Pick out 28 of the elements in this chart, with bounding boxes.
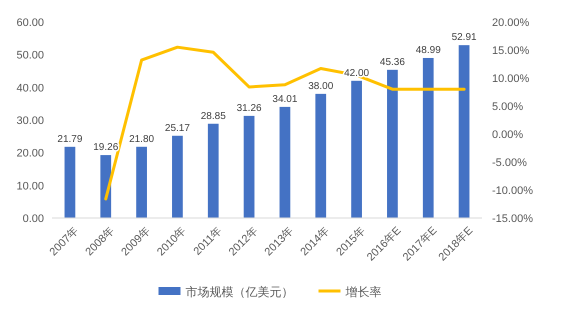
data-label: 21.79 <box>57 134 82 145</box>
data-label: 19.26 <box>93 142 118 154</box>
y2tick: 20.00% <box>492 17 530 29</box>
data-label: 25.17 <box>164 122 190 134</box>
data-label: 31.26 <box>236 102 262 114</box>
y2tick: -10.00% <box>492 185 533 197</box>
ytick: 60.00 <box>16 17 44 29</box>
ytick: 40.00 <box>16 82 44 94</box>
y2tick: 15.00% <box>492 45 530 57</box>
y2tick: -15.00% <box>492 213 533 225</box>
y2tick: 10.00% <box>492 73 530 85</box>
y2tick: -5.00% <box>492 157 527 169</box>
data-label: 45.36 <box>380 56 405 68</box>
data-label: 48.99 <box>416 44 441 56</box>
y2tick: 0.00% <box>492 129 524 141</box>
data-label: 34.01 <box>272 94 298 105</box>
ytick: 10.00 <box>16 180 44 192</box>
legend-label: 市场规模（亿美元） <box>186 285 294 299</box>
ytick: 50.00 <box>16 50 44 62</box>
data-label: 38.00 <box>308 80 334 92</box>
y2tick: 5.00% <box>492 101 524 113</box>
ytick: 20.00 <box>16 148 44 160</box>
legend-label: 增长率 <box>346 285 382 299</box>
ytick: 30.00 <box>16 115 44 127</box>
data-label: 52.91 <box>452 32 477 44</box>
ytick: 0.00 <box>22 213 44 225</box>
data-label: 21.80 <box>129 134 154 145</box>
data-label: 28.85 <box>200 110 226 122</box>
